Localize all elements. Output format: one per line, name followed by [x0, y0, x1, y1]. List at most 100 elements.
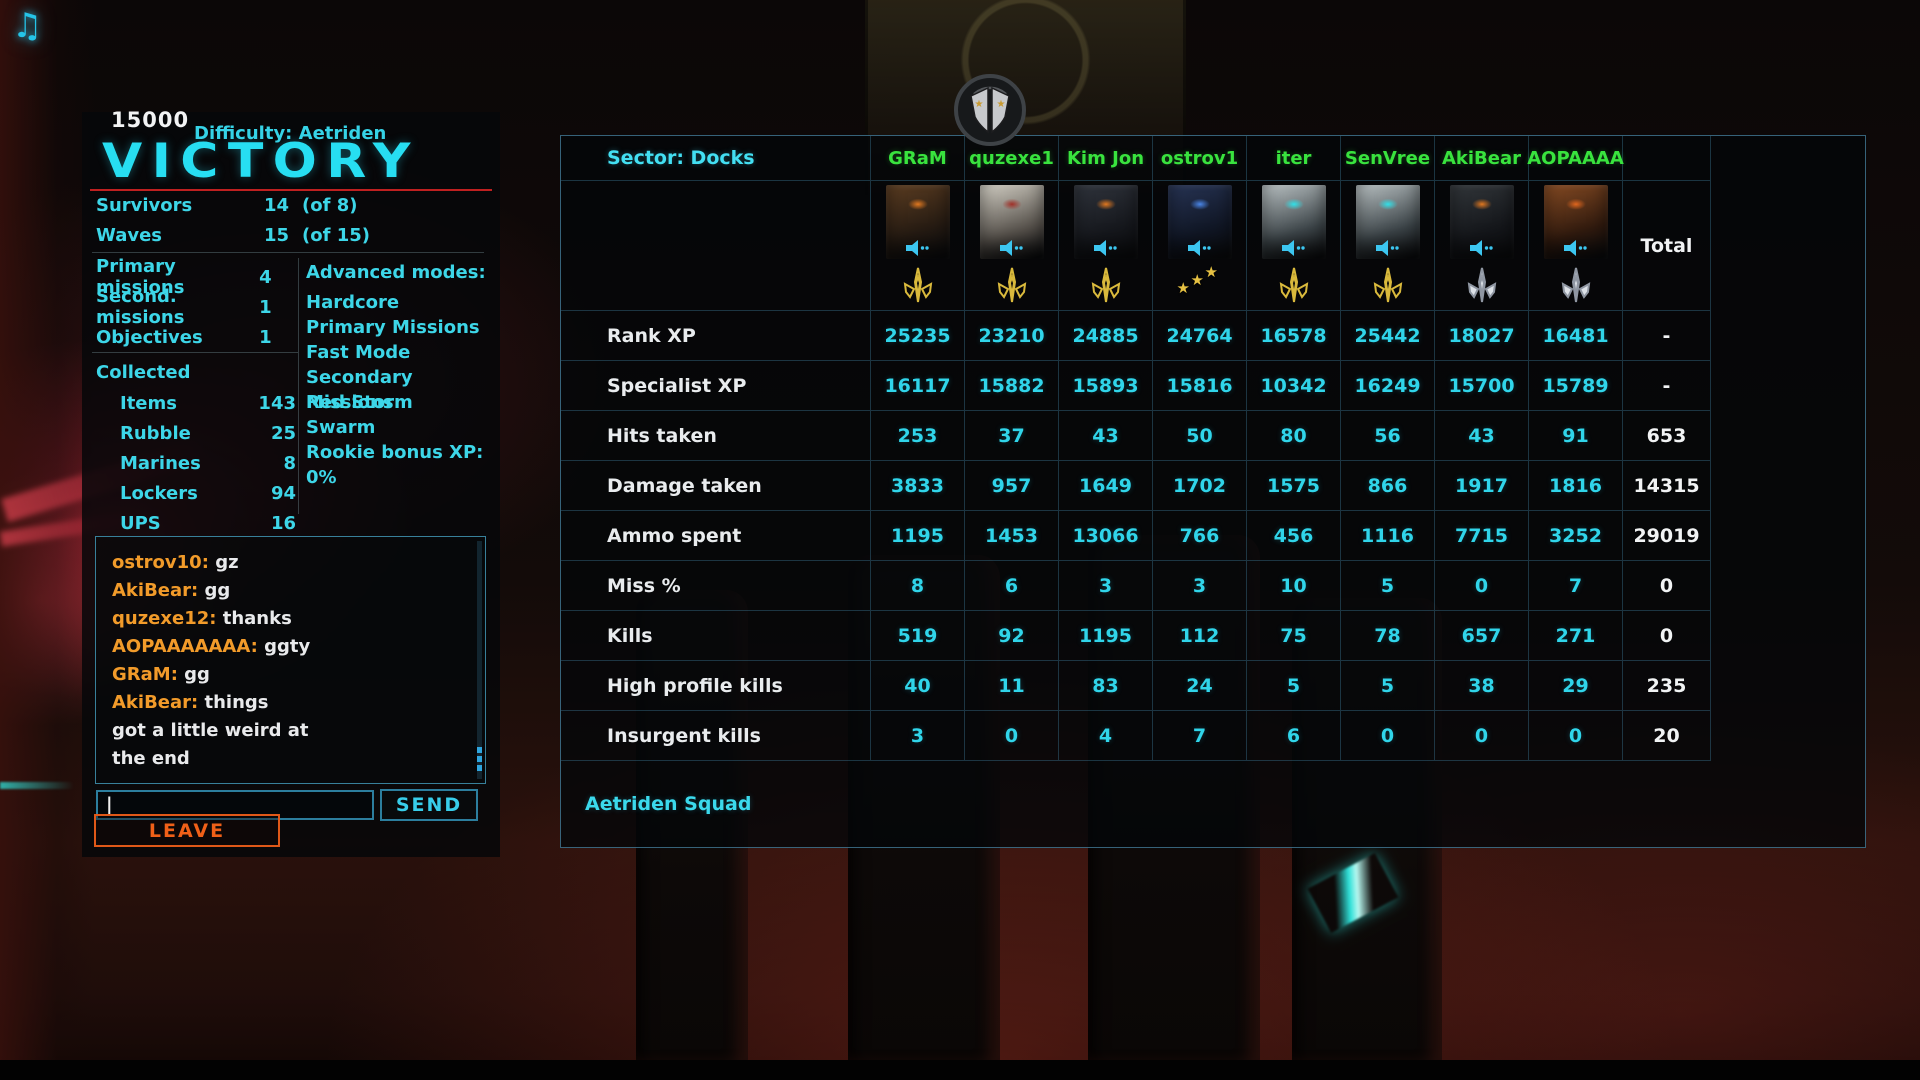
music-icon[interactable]: ♫	[12, 6, 43, 46]
rank-badge-icon	[1467, 267, 1496, 303]
speaker-icon[interactable]	[1563, 240, 1589, 256]
chat-message: ostrov10: gz	[112, 549, 473, 577]
player-column-header[interactable]: AOPAAAA	[1527, 136, 1624, 181]
stat-value-cell: 519	[871, 611, 965, 661]
player-portrait	[1167, 185, 1232, 259]
speaker-icon[interactable]	[999, 240, 1025, 256]
svg-text:★: ★	[975, 99, 984, 110]
advanced-mode-item: Primary Missions	[306, 317, 480, 338]
speaker-icon[interactable]	[1469, 240, 1495, 256]
divider	[298, 258, 299, 514]
stat-value-cell: 1116	[1341, 511, 1435, 561]
player-portrait	[1261, 185, 1326, 259]
stat-row-label-cell: Damage taken	[561, 461, 871, 511]
player-portrait	[1355, 185, 1420, 259]
advanced-modes-list: Hardcore Primary Missions Fast Mode Seconda…	[306, 290, 500, 488]
speaker-icon[interactable]	[1187, 240, 1213, 256]
stat-value-cell: 91	[1529, 411, 1623, 461]
player-portrait	[1543, 185, 1608, 259]
stat-value-cell: 83	[1059, 661, 1153, 711]
stat-row-label-cell: Miss %	[561, 561, 871, 611]
stat-extra: (of 15)	[302, 224, 370, 246]
stat-value-cell: 1649	[1059, 461, 1153, 511]
stat-row-label-cell: Insurgent kills	[561, 711, 871, 761]
stat-value-cell: 50	[1153, 411, 1247, 461]
squad-emblem-icon: ★ ★	[952, 72, 1028, 152]
stat-total-cell: 235	[1623, 661, 1711, 711]
speaker-icon[interactable]	[1375, 240, 1401, 256]
chat-author: quzexe12:	[112, 608, 223, 629]
player-column-header[interactable]: quzexe1	[965, 136, 1059, 181]
stat-value-cell: 6	[965, 561, 1059, 611]
summary-stats: Survivors 14 (of 8) Waves 15 (of 15)	[96, 190, 486, 250]
collected-title: Collected	[96, 362, 191, 383]
stat-label: Items	[120, 392, 177, 414]
rank-badge-icon	[903, 267, 932, 303]
stat-value-cell: 3	[1059, 561, 1153, 611]
chat-text: thanks	[222, 608, 292, 629]
chat-text: ggty	[264, 636, 311, 657]
stat-value-cell: 24885	[1059, 311, 1153, 361]
stat-value: 1	[259, 326, 272, 348]
sector-label: Sector: Docks	[561, 136, 871, 181]
mission-stats: Primary missions 4 Second. missions 1 Object…	[96, 256, 296, 352]
stat-row-label-cell: Hits taken	[561, 411, 871, 461]
chat-text: gg	[204, 580, 231, 601]
stat-value-cell: 5	[1341, 661, 1435, 711]
collected-row: Lockers 94	[96, 478, 296, 508]
stat-total-cell: 0	[1623, 611, 1711, 661]
stat-value: 1	[259, 296, 272, 318]
player-portrait-cell	[1247, 181, 1341, 311]
player-column-header[interactable]: SenVree	[1341, 136, 1435, 181]
player-portrait-cell	[871, 181, 965, 311]
stat-value-cell: 957	[965, 461, 1059, 511]
stat-value: 4	[259, 266, 272, 288]
portrait-row-spacer	[561, 181, 871, 311]
stat-value-cell: 6	[1247, 711, 1341, 761]
stat-value-cell: 16481	[1529, 311, 1623, 361]
stat-value: 143	[258, 392, 296, 414]
chat-scrollbar[interactable]	[477, 541, 482, 779]
chat-author: AkiBear:	[112, 580, 205, 601]
stat-value-cell: 15893	[1059, 361, 1153, 411]
stat-value-cell: 15789	[1529, 361, 1623, 411]
stat-total-cell: 20	[1623, 711, 1711, 761]
stat-value-cell: 5	[1247, 661, 1341, 711]
leave-button[interactable]: LEAVE	[94, 814, 280, 847]
speaker-icon[interactable]	[1281, 240, 1307, 256]
stat-value-cell: 657	[1435, 611, 1529, 661]
stat-value-cell: 866	[1341, 461, 1435, 511]
chat-scrollbar-thumb[interactable]	[477, 747, 482, 774]
speaker-icon[interactable]	[1093, 240, 1119, 256]
stat-value-cell: 253	[871, 411, 965, 461]
stat-value-cell: 1195	[871, 511, 965, 561]
stat-row-label-cell: Ammo spent	[561, 511, 871, 561]
player-column-header[interactable]: AkiBear	[1435, 136, 1529, 181]
stat-value-cell: 8	[871, 561, 965, 611]
stat-value-cell: 7	[1529, 561, 1623, 611]
send-button[interactable]: SEND	[380, 789, 478, 821]
player-column-header[interactable]: Kim Jon	[1059, 136, 1153, 181]
stat-value-cell: 29	[1529, 661, 1623, 711]
player-column-header[interactable]: ostrov1	[1153, 136, 1247, 181]
stat-total-cell: 0	[1623, 561, 1711, 611]
stat-row-label-cell: Specialist XP	[561, 361, 871, 411]
stat-value: 25	[270, 422, 296, 444]
mission-row: Second. missions 1	[96, 286, 296, 328]
stat-value-cell: 38	[1435, 661, 1529, 711]
stat-value-cell: 0	[965, 711, 1059, 761]
stat-label: Second. missions	[96, 286, 185, 328]
speaker-icon[interactable]	[905, 240, 931, 256]
collected-row: UPS 16	[96, 508, 296, 538]
stat-value-cell: 78	[1341, 611, 1435, 661]
stat-value-cell: 43	[1059, 411, 1153, 461]
background-teal-edge-glow	[0, 782, 74, 789]
player-column-header[interactable]: GRaM	[871, 136, 965, 181]
rank-badge-wrap	[1087, 259, 1125, 309]
chat-author: AkiBear:	[112, 692, 205, 713]
stat-value-cell: 43	[1435, 411, 1529, 461]
stat-value-cell: 16578	[1247, 311, 1341, 361]
mission-row: Objectives 1	[96, 322, 296, 352]
player-column-header[interactable]: iter	[1247, 136, 1341, 181]
stat-value-cell: 37	[965, 411, 1059, 461]
